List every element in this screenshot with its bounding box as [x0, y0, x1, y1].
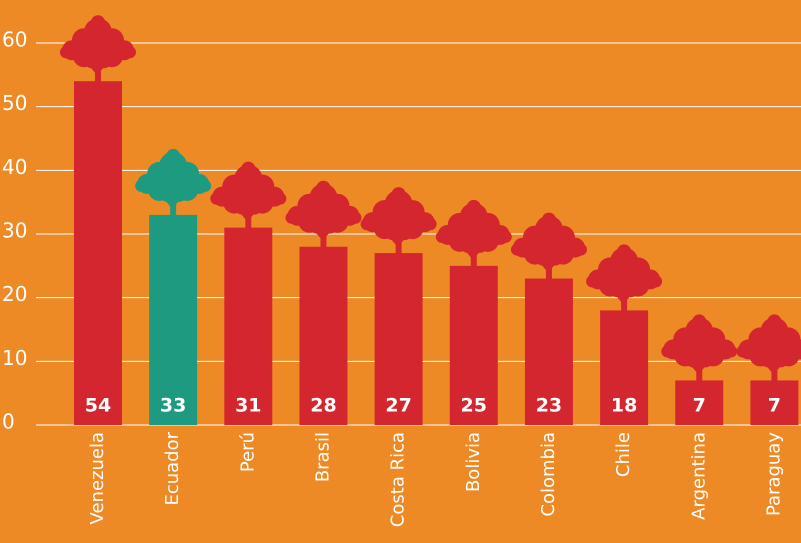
value-label: 27 [385, 395, 411, 417]
bar [675, 380, 724, 425]
x-tick-label: Argentina [688, 432, 709, 520]
tree-leaf [246, 198, 263, 215]
tree-leaf [171, 185, 188, 202]
bar [600, 310, 649, 425]
tree-leaf [622, 281, 639, 298]
tree-leaf [360, 218, 373, 231]
tree-leaf [435, 230, 448, 243]
tree-leaf [692, 314, 707, 329]
bar [224, 227, 273, 425]
tree-leaf [685, 351, 702, 368]
x-tick-label: Costa Rica [388, 432, 409, 527]
tree-leaf [736, 345, 749, 358]
tree-leaf [234, 198, 251, 215]
y-tick-label: 0 [2, 410, 15, 434]
tree-leaf [83, 52, 100, 69]
tree-leaf [610, 281, 627, 298]
bar [299, 246, 348, 425]
tree-leaf [586, 275, 599, 288]
tree [435, 199, 512, 267]
tree-leaf [424, 218, 437, 231]
tree [510, 212, 587, 280]
tree [210, 161, 287, 229]
y-tick-label: 60 [2, 28, 27, 52]
x-tick-label: Chile [613, 432, 634, 477]
x-tick-label: Perú [237, 432, 258, 472]
bar [449, 265, 498, 425]
tree [586, 244, 663, 312]
x-tick-label: Paraguay [763, 432, 784, 516]
tree-leaf [159, 185, 176, 202]
tree [59, 15, 136, 83]
bar [524, 278, 573, 425]
tree-leaf [546, 249, 563, 266]
x-tick-label: Venezuela [87, 432, 108, 524]
tree-leaf [661, 345, 674, 358]
tree-leaf [316, 180, 331, 195]
value-label: 7 [768, 395, 781, 417]
tree-leaf [725, 345, 738, 358]
y-tick-label: 40 [2, 155, 27, 179]
tree-leaf [241, 161, 256, 176]
x-tick-label: Brasil [312, 432, 333, 482]
tree-leaf [135, 179, 148, 192]
value-label: 31 [235, 395, 261, 417]
value-label: 54 [85, 395, 111, 417]
bar [374, 253, 423, 425]
bar [149, 214, 198, 425]
tree-leaf [384, 224, 401, 241]
tree-leaf [274, 192, 287, 205]
value-label: 33 [160, 395, 186, 417]
tree-leaf [650, 275, 663, 288]
tree-leaf [349, 211, 362, 224]
tree [360, 187, 437, 255]
tree-leaf [697, 351, 714, 368]
tree-leaf [90, 15, 105, 30]
tree-leaf [285, 211, 298, 224]
tree-leaf [95, 52, 112, 69]
tree-leaf [166, 148, 181, 163]
tree-leaf [510, 243, 523, 256]
tree-leaf [471, 236, 488, 253]
tree-leaf [210, 192, 223, 205]
tree-leaf [541, 212, 556, 227]
y-tick-label: 20 [2, 282, 27, 306]
value-label: 25 [461, 395, 487, 417]
tree-leaf [499, 230, 512, 243]
tree [736, 314, 801, 382]
tree-leaf [534, 249, 551, 266]
tree-leaf [760, 351, 777, 368]
tree-leaf [466, 199, 481, 214]
value-label: 18 [611, 395, 637, 417]
tree-leaf [767, 314, 782, 329]
bar [750, 380, 799, 425]
tree-leaf [574, 243, 587, 256]
tree-leaf [772, 351, 789, 368]
tree-leaf [199, 179, 212, 192]
x-tick-label: Ecuador [162, 431, 183, 505]
tree [135, 148, 212, 216]
tree-leaf [391, 187, 406, 202]
y-tick-label: 50 [2, 91, 27, 115]
x-tick-label: Colombia [538, 432, 559, 517]
bar [73, 81, 122, 425]
tree-leaf [321, 217, 338, 234]
value-label: 28 [310, 395, 336, 417]
tree [285, 180, 362, 248]
tree-leaf [459, 236, 476, 253]
tree [661, 314, 738, 382]
value-label: 7 [693, 395, 706, 417]
x-tick-label: Bolivia [463, 432, 484, 492]
y-tick-label: 10 [2, 346, 27, 370]
tree-leaf [617, 244, 632, 259]
y-tick-label: 30 [2, 219, 27, 243]
value-label: 23 [536, 395, 562, 417]
tree-leaf [309, 217, 326, 234]
tree-leaf [59, 46, 72, 59]
tree-leaf [123, 46, 136, 59]
tree-leaf [396, 224, 413, 241]
